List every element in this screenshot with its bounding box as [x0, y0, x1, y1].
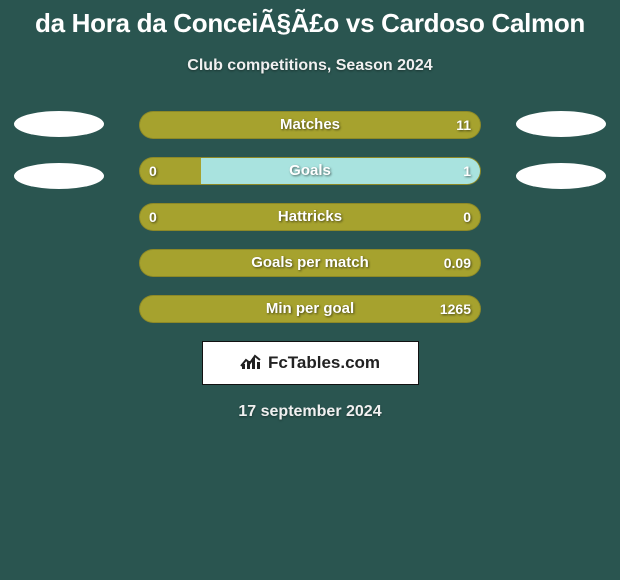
stat-row: Goals0 1: [0, 157, 620, 185]
footer-date: 17 september 2024: [0, 403, 620, 421]
player-avatar-right: [516, 111, 606, 137]
page-title: da Hora da ConceiÃ§Ã£o vs Cardoso Calmon: [0, 0, 620, 39]
stat-row: Hattricks0 0: [0, 203, 620, 231]
stat-label: Matches: [139, 111, 481, 139]
page-subtitle: Club competitions, Season 2024: [0, 57, 620, 75]
stat-label: Hattricks: [139, 203, 481, 231]
brand-text-inner: FcTables.com: [268, 353, 380, 372]
brand-box[interactable]: FcTables.com: [202, 341, 419, 385]
stat-row: Matches11: [0, 111, 620, 139]
brand-text: FcTables.com: [268, 353, 380, 373]
player-avatar-left: [14, 163, 104, 189]
stat-left-value: 0: [149, 157, 157, 185]
stat-right-value: 11: [456, 111, 471, 139]
stat-label: Min per goal: [139, 295, 481, 323]
stat-right-value: 0.09: [444, 249, 471, 277]
stat-rows: Matches11Goals01Hattricks00Goals per mat…: [0, 111, 620, 323]
stat-label: Goals: [139, 157, 481, 185]
stat-row: Goals per match0.09: [0, 249, 620, 277]
brand-chart-icon: [240, 352, 262, 375]
stat-label: Goals per match: [139, 249, 481, 277]
stat-right-value: 0: [463, 203, 471, 231]
stat-row: Min per goal1265: [0, 295, 620, 323]
stat-left-value: 0: [149, 203, 157, 231]
player-avatar-left: [14, 111, 104, 137]
player-avatar-right: [516, 163, 606, 189]
stat-right-value: 1265: [440, 295, 471, 323]
stat-right-value: 1: [463, 157, 471, 185]
